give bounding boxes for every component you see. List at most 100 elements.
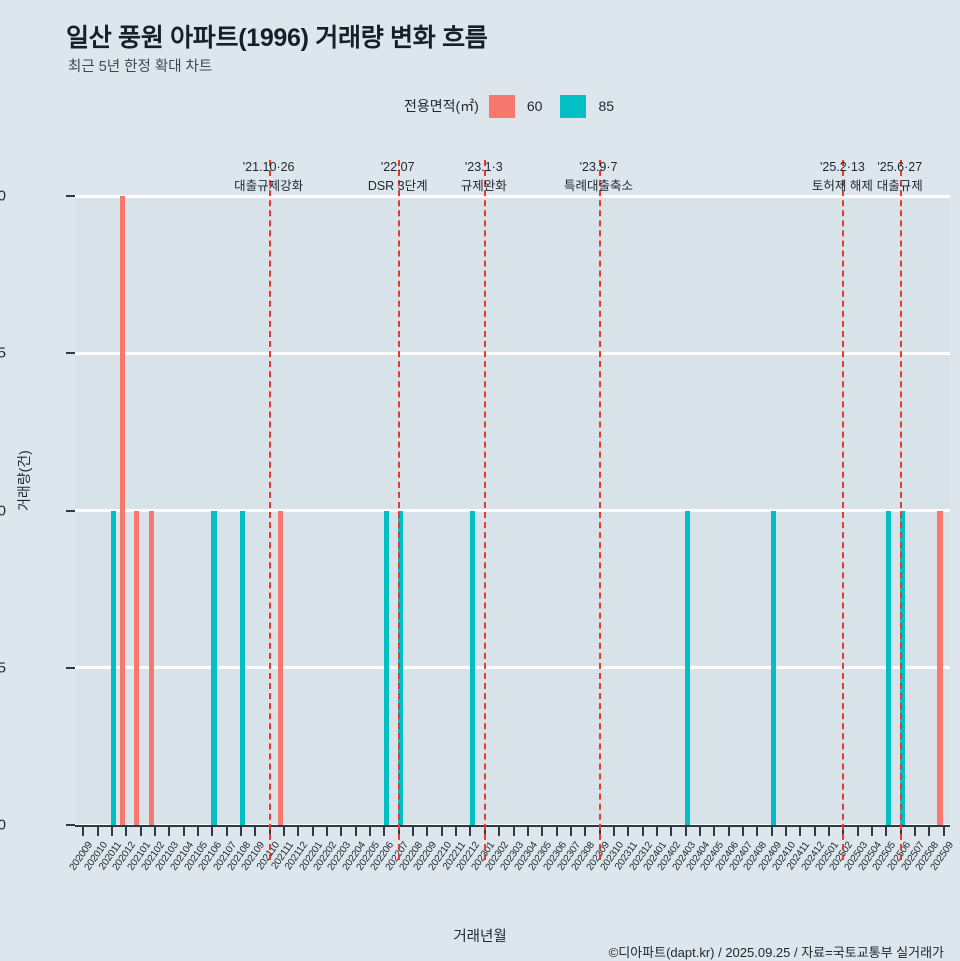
event-date: '23.1·3 bbox=[464, 160, 503, 174]
x-axis-tick bbox=[125, 827, 128, 836]
x-axis-tick bbox=[239, 827, 242, 836]
x-axis-tick bbox=[813, 827, 816, 836]
x-axis-tick bbox=[168, 827, 171, 836]
event-label-202506: '25.6·27 대출규제 bbox=[877, 158, 923, 196]
bar-85-202409[interactable] bbox=[770, 510, 777, 825]
bar-85-202505[interactable] bbox=[885, 510, 891, 825]
gridline bbox=[75, 666, 950, 670]
event-line-202502 bbox=[842, 160, 845, 860]
event-name: DSR 3단계 bbox=[367, 179, 428, 193]
event-line-202309 bbox=[598, 160, 601, 860]
x-axis-tick bbox=[799, 827, 802, 836]
event-name: 대출규제 bbox=[876, 179, 923, 193]
legend-swatch-60 bbox=[488, 94, 515, 118]
legend-swatch-85 bbox=[560, 94, 587, 118]
bar-85-202212[interactable] bbox=[469, 510, 475, 825]
x-axis-tick bbox=[942, 827, 945, 836]
y-axis-tick bbox=[66, 824, 75, 826]
event-name: 토허제 해제 bbox=[811, 179, 873, 193]
x-axis-tick bbox=[196, 827, 199, 836]
x-axis-tick bbox=[627, 827, 630, 836]
event-name: 규제완화 bbox=[460, 179, 507, 193]
bar-85-202206[interactable] bbox=[383, 510, 389, 825]
x-axis-tick bbox=[340, 827, 343, 836]
x-axis-tick bbox=[641, 827, 644, 836]
event-date: '25.2·13 bbox=[820, 160, 865, 174]
y-axis-title: 거래량(건) bbox=[16, 450, 32, 511]
x-axis-tick bbox=[282, 827, 285, 836]
legend-entry-60[interactable]: 60 bbox=[488, 94, 543, 118]
event-label-202110: '21.10·26 대출규제강화 bbox=[234, 158, 303, 196]
x-axis-tick bbox=[139, 827, 142, 836]
event-line-202110 bbox=[268, 160, 271, 860]
x-axis-tick bbox=[469, 827, 472, 836]
x-axis-tick bbox=[713, 827, 716, 836]
gridline bbox=[75, 194, 950, 198]
x-axis-tick bbox=[584, 827, 587, 836]
plot-area bbox=[75, 160, 950, 860]
gridline bbox=[75, 509, 950, 512]
y-axis-tick bbox=[66, 195, 75, 197]
bar-85-202106[interactable] bbox=[211, 510, 217, 825]
legend-label-85: 85 bbox=[598, 98, 615, 114]
event-line-202301 bbox=[483, 160, 486, 860]
chart-title: 일산 풍원 아파트(1996) 거래량 변화 흐름 bbox=[66, 24, 488, 52]
legend: 전용면적(㎡) 60 85 bbox=[404, 94, 632, 118]
x-axis-tick bbox=[871, 827, 874, 836]
x-axis-tick bbox=[727, 827, 730, 836]
x-axis-tick bbox=[612, 827, 615, 836]
bar-85-202403[interactable] bbox=[684, 510, 690, 825]
bar-85-202108[interactable] bbox=[240, 510, 246, 825]
x-axis-tick bbox=[742, 827, 744, 836]
legend-entry-85[interactable]: 85 bbox=[560, 94, 615, 118]
event-line-202506 bbox=[899, 160, 902, 860]
event-date: '22.07 bbox=[380, 160, 415, 174]
bar-60-202509[interactable] bbox=[937, 510, 943, 825]
event-date: '23.9·7 bbox=[579, 160, 618, 174]
bar-60-202102[interactable] bbox=[148, 510, 154, 825]
x-axis-tick bbox=[928, 827, 931, 836]
x-axis-tick bbox=[326, 827, 329, 836]
bar-85-202506[interactable] bbox=[900, 510, 906, 825]
bar-60-202101[interactable] bbox=[134, 510, 140, 825]
x-axis-tick bbox=[211, 827, 214, 836]
x-axis-tick bbox=[369, 827, 372, 836]
x-axis-tick bbox=[684, 827, 687, 836]
y-axis-tick-label: 1.5 bbox=[0, 344, 6, 362]
bar-85-202011[interactable] bbox=[111, 510, 117, 825]
x-axis-tick bbox=[569, 827, 572, 836]
x-axis-tick bbox=[153, 827, 156, 836]
x-axis-tick bbox=[526, 827, 529, 836]
event-label-202309: '23.9·7 특례대출축소 bbox=[564, 158, 633, 196]
x-axis-tick bbox=[770, 827, 773, 836]
chart-subtitle: 최근 5년 한정 확대 차트 bbox=[68, 59, 213, 75]
y-axis-tick-label: 1.0 bbox=[0, 502, 6, 519]
y-axis-tick-label: 0.5 bbox=[0, 659, 6, 677]
x-axis-tick bbox=[885, 827, 888, 836]
y-axis-tick-label: 0.0 bbox=[0, 816, 6, 834]
x-axis-tick bbox=[354, 827, 357, 836]
x-axis-tick bbox=[785, 827, 788, 836]
bar-60-202111[interactable] bbox=[277, 510, 283, 825]
x-axis-tick bbox=[297, 827, 300, 836]
x-axis-tick bbox=[541, 827, 544, 836]
legend-label-60: 60 bbox=[526, 98, 543, 114]
x-axis-tick bbox=[225, 827, 228, 836]
x-axis-tick bbox=[670, 827, 673, 836]
x-axis-tick bbox=[110, 827, 113, 836]
bar-85-202207[interactable] bbox=[397, 510, 404, 825]
x-axis-tick bbox=[555, 827, 558, 836]
x-axis-tick bbox=[655, 827, 658, 836]
event-label-202207: '22.07 DSR 3단계 bbox=[368, 158, 428, 196]
x-axis-tick bbox=[698, 827, 701, 836]
bar-60-202012[interactable] bbox=[119, 196, 125, 825]
x-axis-tick bbox=[412, 827, 415, 836]
event-date: '25.6·27 bbox=[877, 160, 923, 174]
event-date: '21.10·26 bbox=[242, 160, 295, 174]
footer-note: ©디아파트(dapt.kr) / 2025.09.25 / 자료=국토교통부 실… bbox=[608, 945, 944, 960]
x-axis-title: 거래년월 bbox=[453, 929, 507, 945]
x-axis-tick bbox=[455, 827, 458, 836]
event-label-202301: '23.1·3 규제완화 bbox=[461, 158, 507, 196]
x-axis-line bbox=[75, 825, 950, 827]
